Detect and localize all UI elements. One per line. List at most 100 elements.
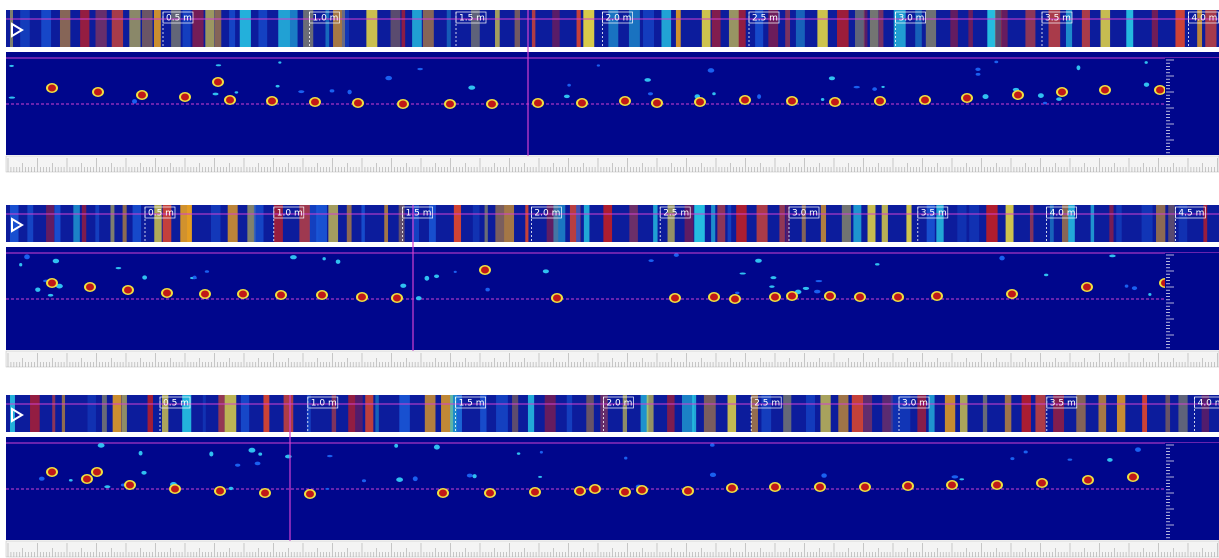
strip-streak xyxy=(1035,395,1045,432)
strip-streak xyxy=(852,395,863,432)
strip-streak xyxy=(399,205,405,242)
strip-streak xyxy=(495,10,500,47)
strip-streak xyxy=(806,395,815,432)
strip-streak xyxy=(960,395,967,432)
noise-blob xyxy=(814,290,820,294)
strip-streak xyxy=(968,10,973,47)
strip-streak xyxy=(728,205,732,242)
noise-blob xyxy=(425,276,430,281)
strip-streak xyxy=(583,10,594,47)
strip-streak xyxy=(102,395,107,432)
strip-streak xyxy=(950,10,958,47)
reflection-core xyxy=(621,98,629,105)
noise-blob xyxy=(116,267,122,269)
distance-label: 3.0 m xyxy=(899,14,925,24)
reflection-core xyxy=(311,99,319,106)
noise-blob xyxy=(881,86,884,88)
noise-blob xyxy=(213,93,219,96)
strip-streak xyxy=(46,205,54,242)
noise-blob xyxy=(597,64,600,66)
strip-streak xyxy=(525,205,528,242)
radar-panel: 0.5 m1.0 m1.5 m2.0 m2.5 m3.0 m3.5 m4.0 m xyxy=(6,10,1219,172)
reflection-core xyxy=(816,484,824,491)
reflection-core xyxy=(268,98,276,105)
strip-streak xyxy=(653,205,657,242)
strip-streak xyxy=(785,10,790,47)
strip-streak xyxy=(682,395,694,432)
strip-streak xyxy=(702,10,711,47)
strip-streak xyxy=(868,205,876,242)
separator xyxy=(6,47,1219,52)
strip-streak xyxy=(342,10,349,47)
strip-streak xyxy=(80,10,89,47)
strip-streak xyxy=(820,395,830,432)
strip-streak xyxy=(728,395,737,432)
reflection-core xyxy=(126,482,134,489)
strip-streak xyxy=(862,395,872,432)
noise-blob xyxy=(235,91,239,93)
noise-blob xyxy=(769,285,774,288)
noise-blob xyxy=(416,296,422,300)
noise-blob xyxy=(821,473,827,477)
strip-streak xyxy=(986,205,997,242)
strip-streak xyxy=(528,395,534,432)
strip-streak xyxy=(361,205,364,242)
strip-streak xyxy=(41,10,51,47)
strip-streak xyxy=(425,395,436,432)
strip-streak xyxy=(447,10,451,47)
noise-blob xyxy=(735,292,739,294)
strip-streak xyxy=(817,10,827,47)
strip-streak xyxy=(1025,10,1035,47)
noise-blob xyxy=(1125,285,1129,288)
reflection-core xyxy=(1101,87,1109,94)
strip-streak xyxy=(356,395,363,432)
strip-streak xyxy=(423,10,434,47)
reflection-core xyxy=(856,294,864,301)
noise-blob xyxy=(278,61,281,63)
strip-streak xyxy=(62,395,65,432)
strip-streak xyxy=(864,10,868,47)
noise-blob xyxy=(1132,286,1137,290)
noise-blob xyxy=(141,471,146,475)
reflection-core xyxy=(393,295,401,302)
reflection-core xyxy=(741,97,749,104)
reflection-core xyxy=(488,101,496,108)
distance-label: 0.5 m xyxy=(163,399,189,409)
strip-streak xyxy=(739,10,746,47)
strip-streak xyxy=(512,395,518,432)
distance-label: 4.0 m xyxy=(1050,209,1076,219)
strip-streak xyxy=(375,395,378,432)
strip-streak xyxy=(736,205,746,242)
noise-blob xyxy=(276,85,280,88)
noise-blob xyxy=(413,476,418,481)
reflection-core xyxy=(948,482,956,489)
strip-streak xyxy=(667,395,674,432)
strip-streak xyxy=(1152,10,1158,47)
noise-blob xyxy=(1056,97,1062,100)
noise-blob xyxy=(994,61,998,64)
strip-streak xyxy=(366,10,377,47)
reflection-core xyxy=(826,293,834,300)
strip-streak xyxy=(870,10,878,47)
strip-streak xyxy=(228,205,238,242)
reflection-core xyxy=(201,291,209,298)
strip-streak xyxy=(1082,10,1090,47)
reflection-core xyxy=(261,490,269,497)
reflection-core xyxy=(638,487,646,494)
separator xyxy=(6,242,1219,247)
reflection-core xyxy=(1014,92,1022,99)
noise-blob xyxy=(1043,102,1047,105)
strip-streak xyxy=(142,10,153,47)
reflection-core xyxy=(446,101,454,108)
distance-label: 0.5 m xyxy=(148,209,174,219)
noise-blob xyxy=(434,275,439,279)
noise-blob xyxy=(394,444,398,448)
noise-blob xyxy=(336,260,341,264)
strip-streak xyxy=(1142,395,1147,432)
noise-blob xyxy=(255,462,261,466)
strip-streak xyxy=(454,205,461,242)
noise-blob xyxy=(132,99,137,103)
reflection-core xyxy=(277,292,285,299)
strip-streak xyxy=(552,10,559,47)
noise-blob xyxy=(362,479,366,482)
